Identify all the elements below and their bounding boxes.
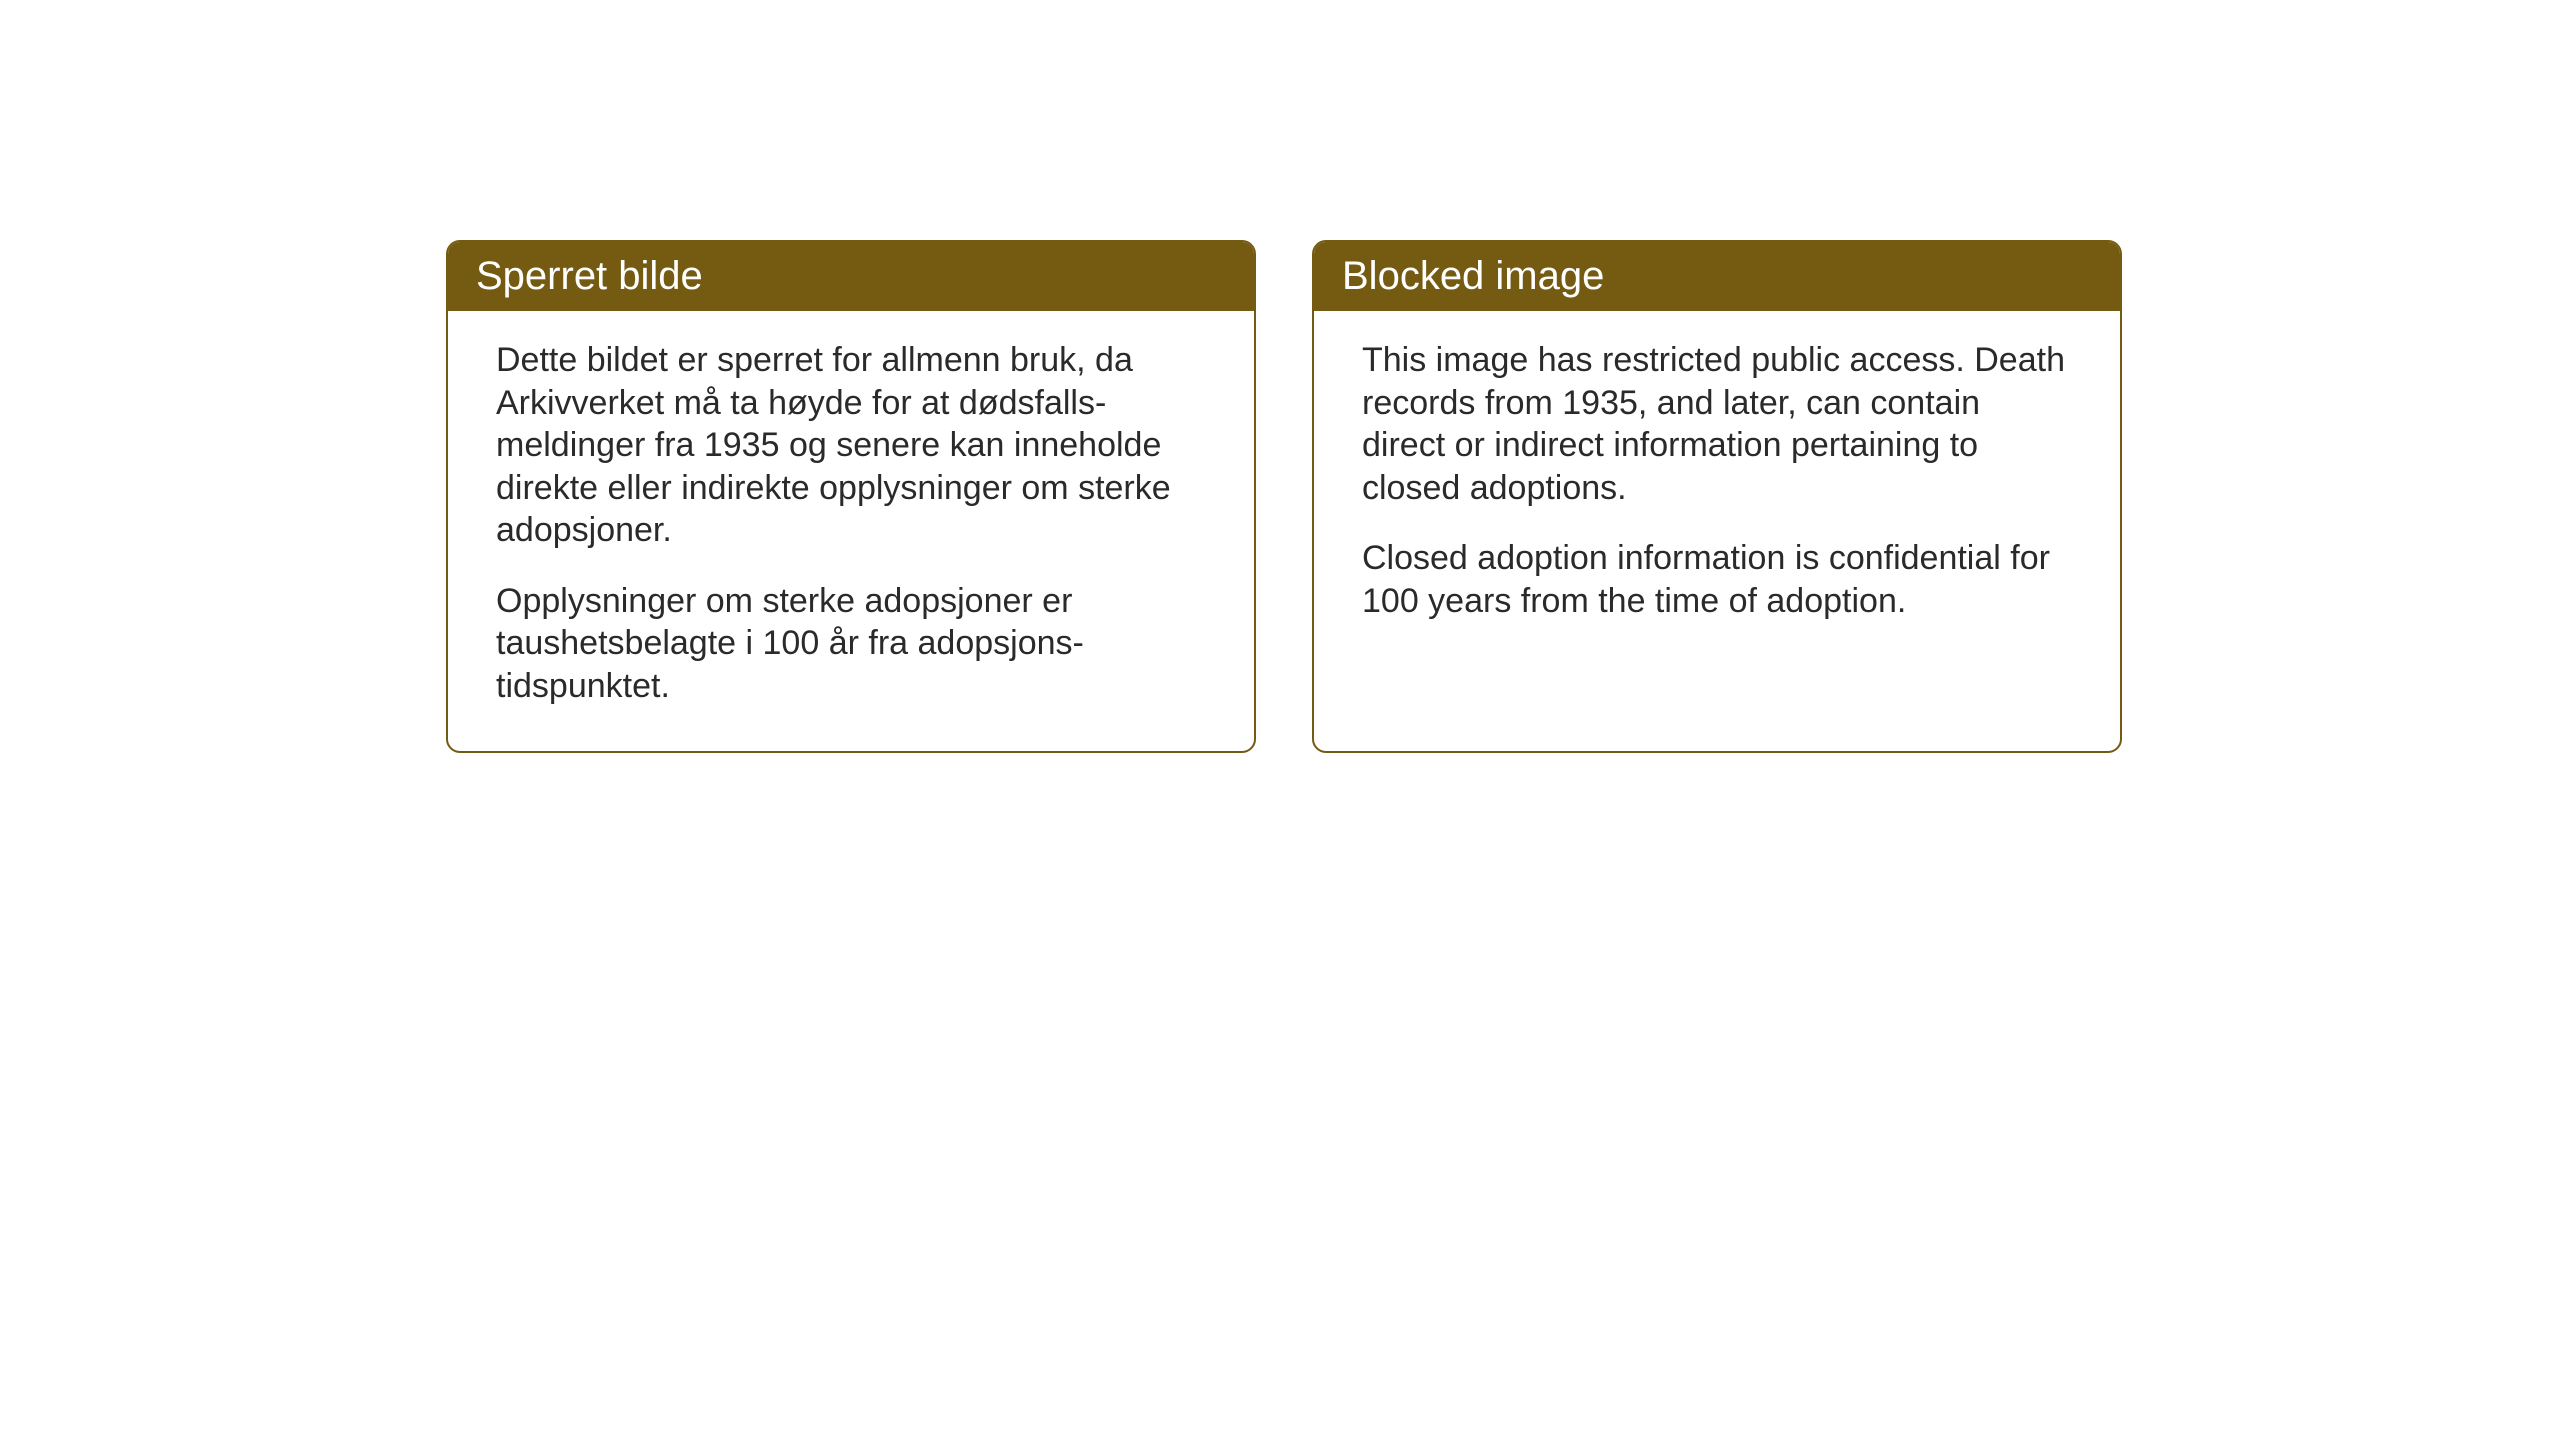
notice-paragraph-2: Opplysninger om sterke adopsjoner er tau… bbox=[496, 580, 1206, 708]
notice-paragraph-1: This image has restricted public access.… bbox=[1362, 339, 2072, 509]
card-title-norwegian: Sperret bilde bbox=[448, 242, 1254, 311]
notice-card-english: Blocked image This image has restricted … bbox=[1312, 240, 2122, 753]
notice-card-norwegian: Sperret bilde Dette bildet er sperret fo… bbox=[446, 240, 1256, 753]
card-body-norwegian: Dette bildet er sperret for allmenn bruk… bbox=[448, 311, 1254, 751]
notice-paragraph-1: Dette bildet er sperret for allmenn bruk… bbox=[496, 339, 1206, 552]
notice-cards-container: Sperret bilde Dette bildet er sperret fo… bbox=[446, 240, 2122, 753]
card-title-english: Blocked image bbox=[1314, 242, 2120, 311]
notice-paragraph-2: Closed adoption information is confident… bbox=[1362, 537, 2072, 622]
card-body-english: This image has restricted public access.… bbox=[1314, 311, 2120, 666]
